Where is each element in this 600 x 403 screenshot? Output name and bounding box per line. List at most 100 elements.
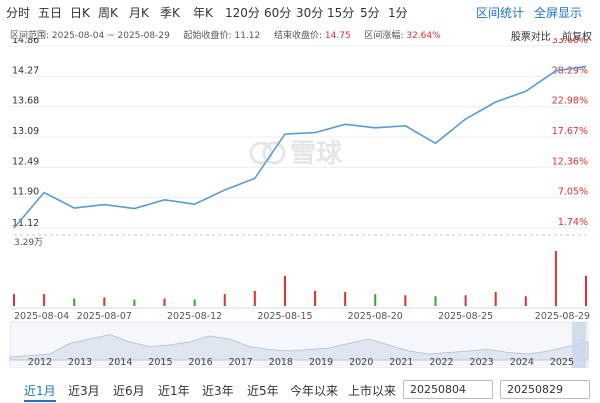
price-tick-label: 12.49 [12, 156, 39, 167]
navigator-year-label: 2014 [108, 357, 132, 368]
navigator[interactable]: 2012 2013 2014 2015 2016 2017 2018 2019 2020 2021… [9, 321, 589, 368]
volume-bar [494, 291, 497, 306]
volume-bar [585, 275, 587, 306]
percent-tick-label: 17.67% [552, 126, 588, 137]
volume-bar [223, 294, 226, 306]
x-tick-label: 2025-08-29 [535, 311, 590, 322]
percent-tick-label: 22.98% [552, 96, 588, 107]
percent-tick-label: 12.36% [552, 156, 588, 167]
x-tick-label: 2025-08-25 [438, 311, 493, 322]
tab-season-k[interactable]: 季K [160, 6, 180, 20]
volume-bar [193, 299, 196, 306]
volume-bar [554, 250, 557, 306]
volume-bar [404, 295, 407, 306]
tab-30min[interactable]: 30分 [296, 6, 324, 20]
percent-tick-label: 1.74% [558, 217, 588, 228]
range-label: 区间范围: [10, 31, 50, 41]
volume-bar [434, 296, 437, 306]
range-selector: 近1月 近3月 近6月 近1年 近3年 近5年 今年以来 上市以来 [0, 378, 600, 402]
volume-max-label: 3.29万 [14, 238, 43, 248]
percent-tick-label: 7.05% [558, 187, 588, 198]
range-ytd[interactable]: 今年以来 [290, 384, 339, 398]
price-tick-label: 13.68 [12, 96, 39, 107]
navigator-year-label: 2018 [269, 357, 293, 368]
tab-5min[interactable]: 5分 [360, 6, 380, 20]
tab-week-k[interactable]: 周K [98, 6, 118, 20]
watermark: 雪球 [249, 139, 343, 169]
navigator-year-label: 2020 [349, 357, 373, 368]
navigator-year-label: 2025 [550, 357, 574, 368]
volume-bar [13, 294, 15, 306]
period-tabs: 分时 五日 日K 周K 月K 季K 年K 120分 60分 30分 15分 5分… [0, 0, 600, 24]
volume-bar [133, 299, 136, 306]
navigator-year-label: 2019 [309, 357, 333, 368]
percent-tick-label: 33.60% [552, 38, 588, 46]
tab-60min[interactable]: 60分 [264, 6, 292, 20]
volume-bar [253, 290, 256, 306]
navigator-year-label: 2013 [68, 357, 92, 368]
x-tick-label: 2025-08-20 [348, 311, 403, 322]
volume-bar [314, 290, 317, 306]
navigator-year-label: 2017 [229, 357, 253, 368]
tab-month-k[interactable]: 月K [129, 6, 149, 20]
price-tick-label: 14.86 [12, 38, 39, 46]
price-tick-label: 11.90 [12, 187, 39, 198]
navigator-year-label: 2023 [470, 357, 494, 368]
adjust-price-button[interactable]: 前复权 [562, 32, 592, 43]
range-6m[interactable]: 近6月 [113, 384, 145, 398]
range-1y[interactable]: 近1年 [158, 384, 190, 398]
navigator-year-label: 2016 [189, 357, 213, 368]
change-label: 区间涨幅: [364, 31, 404, 41]
price-tick-label: 11.12 [12, 218, 39, 229]
tab-minute[interactable]: 分时 [6, 6, 31, 20]
volume-bar [73, 298, 76, 306]
tab-15min[interactable]: 15分 [327, 6, 355, 20]
date-from-input[interactable] [403, 380, 493, 399]
percent-tick-label: 28.29% [552, 65, 588, 76]
date-to-input[interactable] [500, 380, 590, 399]
volume-bar [464, 295, 467, 306]
price-tick-label: 13.09 [12, 126, 39, 137]
range-all[interactable]: 上市以来 [348, 384, 397, 398]
compare-stock-button[interactable]: 股票对比 [510, 32, 551, 43]
range-stats-button[interactable]: 区间统计 [476, 6, 525, 20]
range-3m[interactable]: 近3月 [68, 384, 100, 398]
range-value: 2025-08-04 ~ 2025-08-29 [51, 31, 170, 41]
end-price-label: 结束收盘价: [273, 31, 323, 41]
fullscreen-button[interactable]: 全屏显示 [534, 6, 583, 20]
start-price-value: 11.12 [234, 31, 261, 41]
x-tick-label: 2025-08-12 [167, 311, 222, 322]
range-5y[interactable]: 近5年 [247, 384, 279, 398]
navigator-year-label: 2021 [389, 357, 413, 368]
price-series-line [13, 65, 587, 229]
range-3y[interactable]: 近3年 [202, 384, 234, 398]
volume-bar [344, 291, 347, 306]
tab-120min[interactable]: 120分 [225, 6, 260, 20]
tab-1min[interactable]: 1分 [388, 6, 408, 20]
volume-bar [283, 275, 286, 306]
volume-bar [103, 297, 106, 306]
end-price-value: 14.75 [324, 31, 351, 41]
change-value: 32.64% [406, 31, 441, 41]
navigator-area [9, 334, 589, 361]
tab-day-k[interactable]: 日K [70, 6, 90, 20]
x-tick-label: 2025-08-15 [257, 311, 312, 322]
watermark-text: 雪球 [290, 139, 343, 169]
volume-bar [374, 294, 377, 306]
tab-5day[interactable]: 五日 [38, 6, 63, 20]
range-1m[interactable]: 近1月 [24, 382, 56, 402]
range-info: 区间范围: 2025-08-04 ~ 2025-08-29 起始收盘价: 11.… [10, 28, 441, 41]
tab-year-k[interactable]: 年K [193, 6, 213, 20]
chart-toggles: 股票对比 前复权 [503, 28, 592, 43]
navigator-selection[interactable] [572, 322, 586, 368]
navigator-year-label: 2012 [28, 357, 52, 368]
start-price-label: 起始收盘价: [183, 31, 232, 41]
x-tick-label: 2025-08-07 [77, 311, 132, 322]
volume-bar [524, 296, 527, 306]
volume-bar [43, 294, 46, 306]
navigator-year-label: 2024 [510, 357, 534, 368]
navigator-year-label: 2022 [429, 357, 453, 368]
price-tick-label: 14.27 [12, 65, 39, 76]
volume-bar [163, 298, 166, 306]
price-chart[interactable]: 雪球 33.60% 28.29% 22.98% 17.67% 12.36% 7.05% 1.… [0, 38, 600, 368]
